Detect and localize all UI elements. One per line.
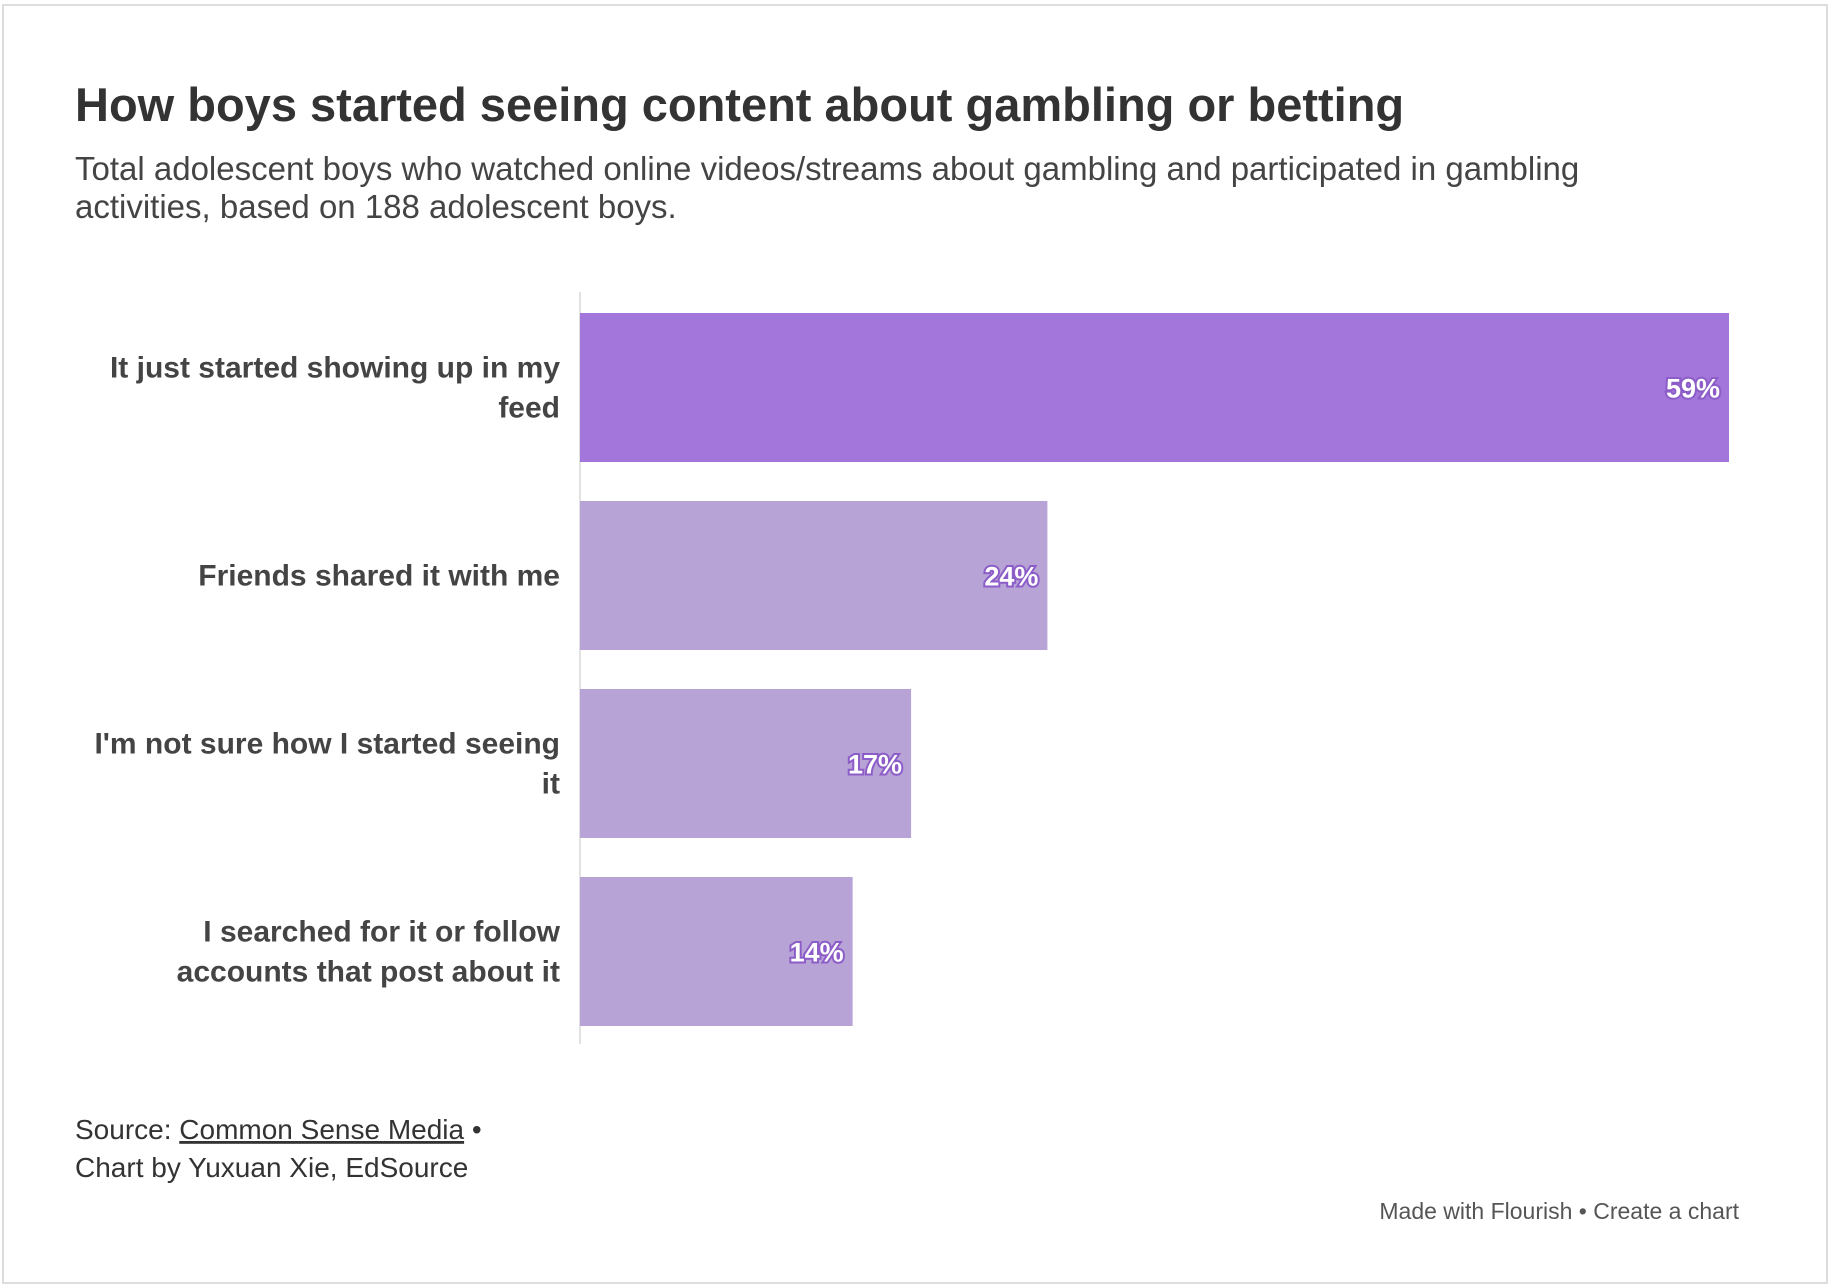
source: Source: Common Sense Media • xyxy=(75,1114,482,1145)
bar xyxy=(580,877,853,1026)
footer-link[interactable]: Create a chart xyxy=(1593,1198,1739,1224)
source-suffix: • xyxy=(472,1114,482,1145)
bar xyxy=(580,689,912,838)
footer: Made with Flourish • Create a chart xyxy=(1379,1198,1739,1224)
footer-sep: • xyxy=(1579,1198,1587,1224)
category-label: It just started showing up in my feed xyxy=(110,352,560,425)
category-label: Friends shared it with me xyxy=(198,560,560,593)
value-label: 17% xyxy=(848,750,902,780)
category-label: I searched for it or follow accounts that… xyxy=(177,916,561,989)
chart-subtitle: activities, based on 188 adolescent boys… xyxy=(75,188,677,225)
chart-subtitle: Total adolescent boys who watched online… xyxy=(75,150,1579,187)
bar xyxy=(580,313,1729,462)
value-label: 59% xyxy=(1666,374,1720,404)
chart-title: How boys started seeing content about ga… xyxy=(75,78,1404,131)
source-prefix: Source: xyxy=(75,1114,172,1145)
value-label: 24% xyxy=(984,562,1038,592)
category-label: I'm not sure how I started seeing it xyxy=(94,728,560,801)
credit: Chart by Yuxuan Xie, EdSource xyxy=(75,1152,468,1183)
source-link[interactable]: Common Sense Media xyxy=(179,1114,464,1145)
footer-link[interactable]: Made with Flourish xyxy=(1379,1198,1572,1224)
bar xyxy=(580,501,1048,650)
value-label: 14% xyxy=(790,938,844,968)
